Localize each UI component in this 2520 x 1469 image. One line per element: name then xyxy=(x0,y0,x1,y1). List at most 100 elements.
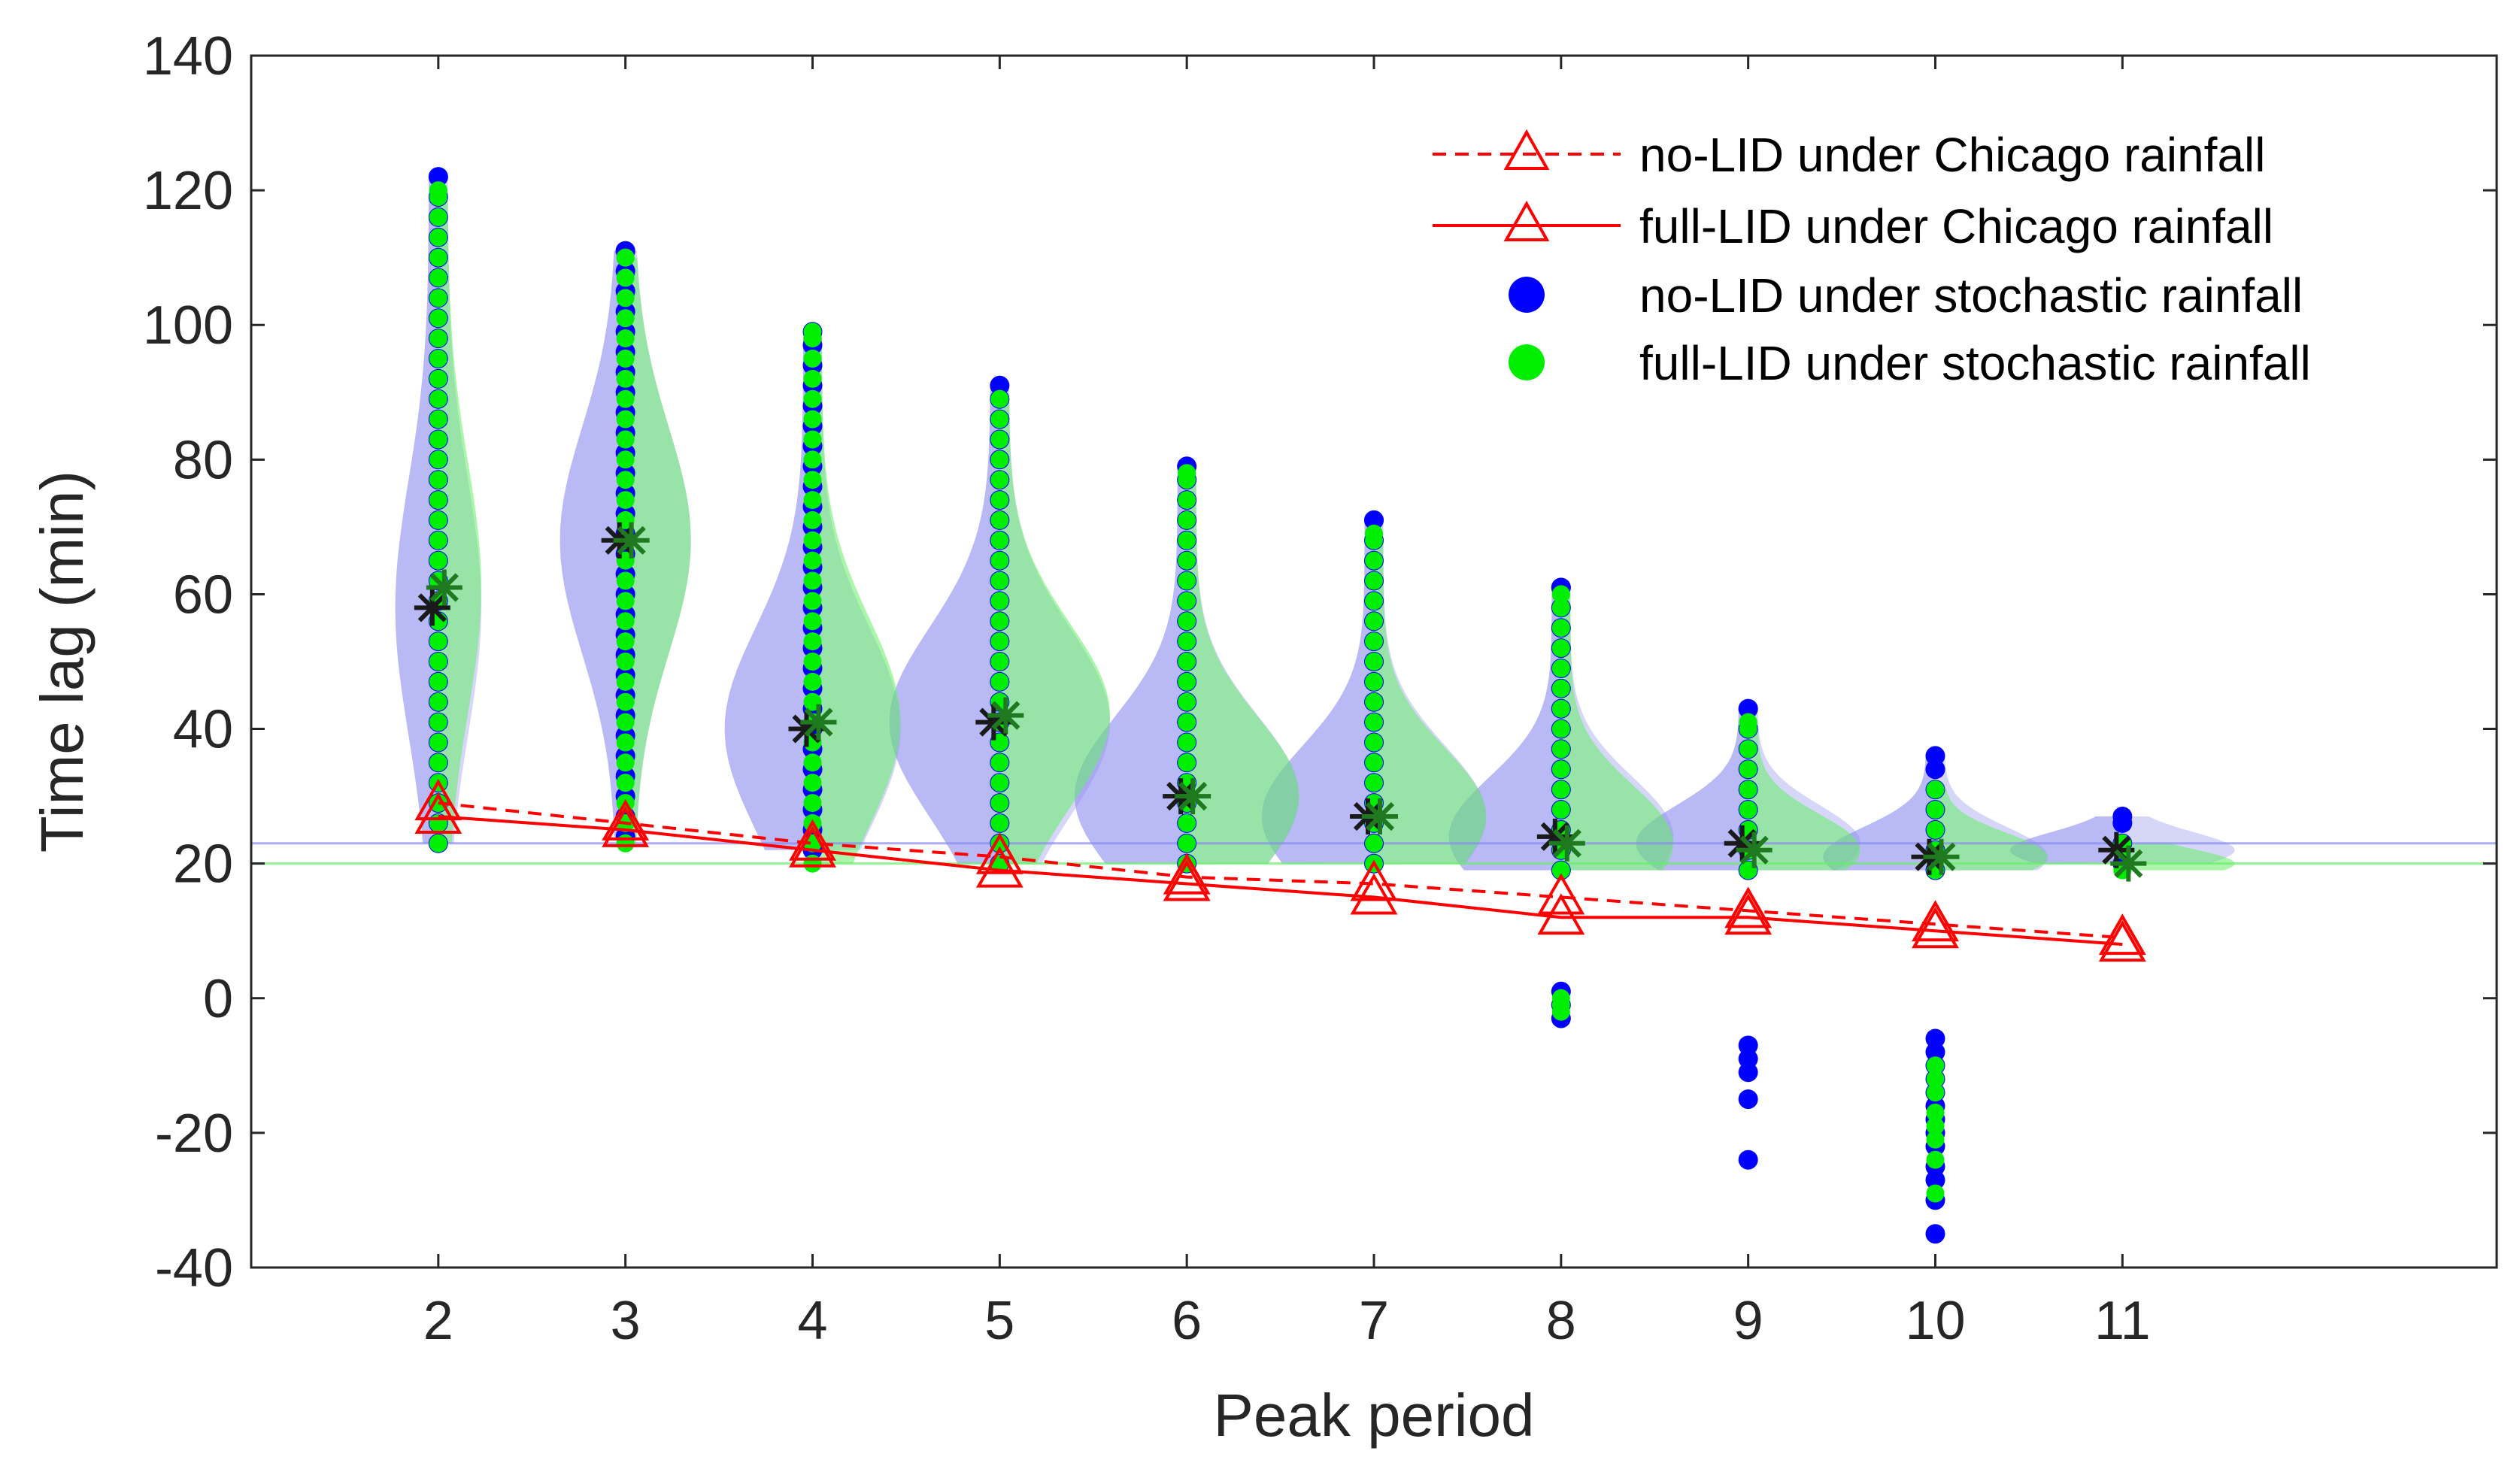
scatter-dot xyxy=(429,753,447,772)
scatter-dot-outlier xyxy=(1738,1035,1758,1056)
scatter-dot xyxy=(1739,760,1757,779)
scatter-dot-outlier xyxy=(1926,1056,1945,1075)
scatter-dot xyxy=(803,612,822,631)
scatter-dot xyxy=(429,228,447,247)
scatter-dot xyxy=(803,430,822,449)
median-star-stroke xyxy=(1727,828,1757,858)
scatter-dot xyxy=(990,592,1009,610)
scatter-dot-outlier xyxy=(1738,1062,1758,1083)
scatter-dot xyxy=(803,491,822,510)
scatter-dot xyxy=(803,854,822,873)
scatter-dot xyxy=(616,774,635,792)
chicago-lines-layer xyxy=(414,779,2146,962)
scatter-dot xyxy=(990,531,1009,550)
scatter-dot xyxy=(616,471,635,489)
legend-triangle-icon xyxy=(1503,200,1550,241)
triangle-marker xyxy=(1912,900,1959,942)
median-star-stroke xyxy=(1927,842,1956,871)
triangle-marker xyxy=(789,819,836,861)
scatter-dot xyxy=(1178,571,1196,590)
scatter-dot xyxy=(990,389,1009,408)
triangle-marker xyxy=(1350,873,1398,915)
scatter-dot xyxy=(1551,598,1570,617)
median-star-stroke xyxy=(417,593,447,622)
triangle-marker xyxy=(1537,893,1585,935)
axes-layer: -40 -20 0 20 40 60 80 100 120 140 2 3 4 5 6 7 8 9 10 11 xyxy=(143,26,2497,1351)
scatter-dot xyxy=(429,632,447,651)
scatter-dot xyxy=(803,571,822,590)
scatter-dot xyxy=(803,410,822,429)
scatter-dot xyxy=(429,713,447,731)
y-tick-label: 60 xyxy=(173,565,233,625)
scatter-dot xyxy=(1178,713,1196,731)
scatter-dot xyxy=(1365,632,1383,651)
scatter-dot xyxy=(990,813,1009,832)
scatter-dot xyxy=(429,450,447,469)
scatter-dot-outlier xyxy=(1738,1089,1758,1110)
scatter-dot xyxy=(1739,801,1757,819)
scatter-dot xyxy=(616,713,635,731)
scatter-dot-outlier xyxy=(1926,1070,1945,1089)
y-tick-label: -20 xyxy=(155,1104,233,1164)
scatter-dot xyxy=(429,289,447,307)
scatter-dot xyxy=(1926,801,1945,819)
scatter-dot-outlier xyxy=(1926,1130,1945,1149)
scatter-dot xyxy=(803,450,822,469)
x-tick-label: 9 xyxy=(1733,1291,1763,1351)
scatter-dot xyxy=(616,369,635,388)
triangle-marker xyxy=(2098,913,2146,956)
scatter-dot xyxy=(1365,551,1383,570)
violin-shape xyxy=(1560,594,1674,871)
scatter-dot xyxy=(1365,733,1383,752)
legend-triangle-icon xyxy=(1503,129,1550,170)
y-tick-label: 120 xyxy=(143,161,233,221)
x-tick-label: 6 xyxy=(1172,1291,1202,1351)
scatter-dot xyxy=(1178,531,1196,550)
violin-shape xyxy=(1748,722,1860,871)
scatter-dot xyxy=(1178,834,1196,853)
x-tick-label: 11 xyxy=(2094,1291,2151,1351)
median-star-stroke xyxy=(1178,782,1208,811)
scatter-dot xyxy=(616,733,635,752)
scatter-dot-outlier xyxy=(1925,1028,1945,1049)
scatter-dot xyxy=(803,653,822,671)
violin-shape xyxy=(438,190,481,844)
scatter-dot xyxy=(1551,619,1570,638)
scatter-dot xyxy=(1739,740,1757,759)
scatter-dot xyxy=(990,834,1009,853)
scatter-dot xyxy=(429,309,447,328)
scatter-dot xyxy=(1365,774,1383,792)
triangle-marker xyxy=(2098,920,2146,962)
scatter-dot xyxy=(429,329,447,348)
scatter-dot xyxy=(616,350,635,368)
triangle-marker xyxy=(414,779,462,821)
triangle-marker xyxy=(414,792,462,834)
scatter-dot xyxy=(429,181,447,200)
scatter-dot xyxy=(803,389,822,408)
violin-shape xyxy=(999,398,1111,864)
scatter-dot xyxy=(1551,679,1570,698)
scatter-dot xyxy=(990,672,1009,691)
scatter-dot xyxy=(616,329,635,348)
scatter-dot xyxy=(1365,571,1383,590)
legend-blue-dot-icon xyxy=(1509,277,1545,313)
triangle-marker xyxy=(1537,873,1585,915)
scatter-dot xyxy=(1739,780,1757,799)
x-tick-label: 3 xyxy=(611,1291,641,1351)
scatter-dot xyxy=(803,551,822,570)
scatter-dot xyxy=(1178,692,1196,711)
scatter-dot xyxy=(803,531,822,550)
scatter-dot xyxy=(1365,713,1383,731)
scatter-dot xyxy=(990,753,1009,772)
legend-green-dot-icon xyxy=(1509,344,1545,380)
triangle-marker xyxy=(1724,886,1772,928)
chicago-no-lid-line xyxy=(438,801,2123,940)
scatter-dot-outlier xyxy=(1925,1042,1945,1062)
scatter-dot xyxy=(429,350,447,368)
violin-shape xyxy=(1374,533,1487,864)
scatter-dot xyxy=(1365,653,1383,671)
scatter-dot xyxy=(990,653,1009,671)
violin-shape xyxy=(1935,789,2048,871)
scatter-dot xyxy=(1178,612,1196,631)
scatter-dot xyxy=(1178,632,1196,651)
